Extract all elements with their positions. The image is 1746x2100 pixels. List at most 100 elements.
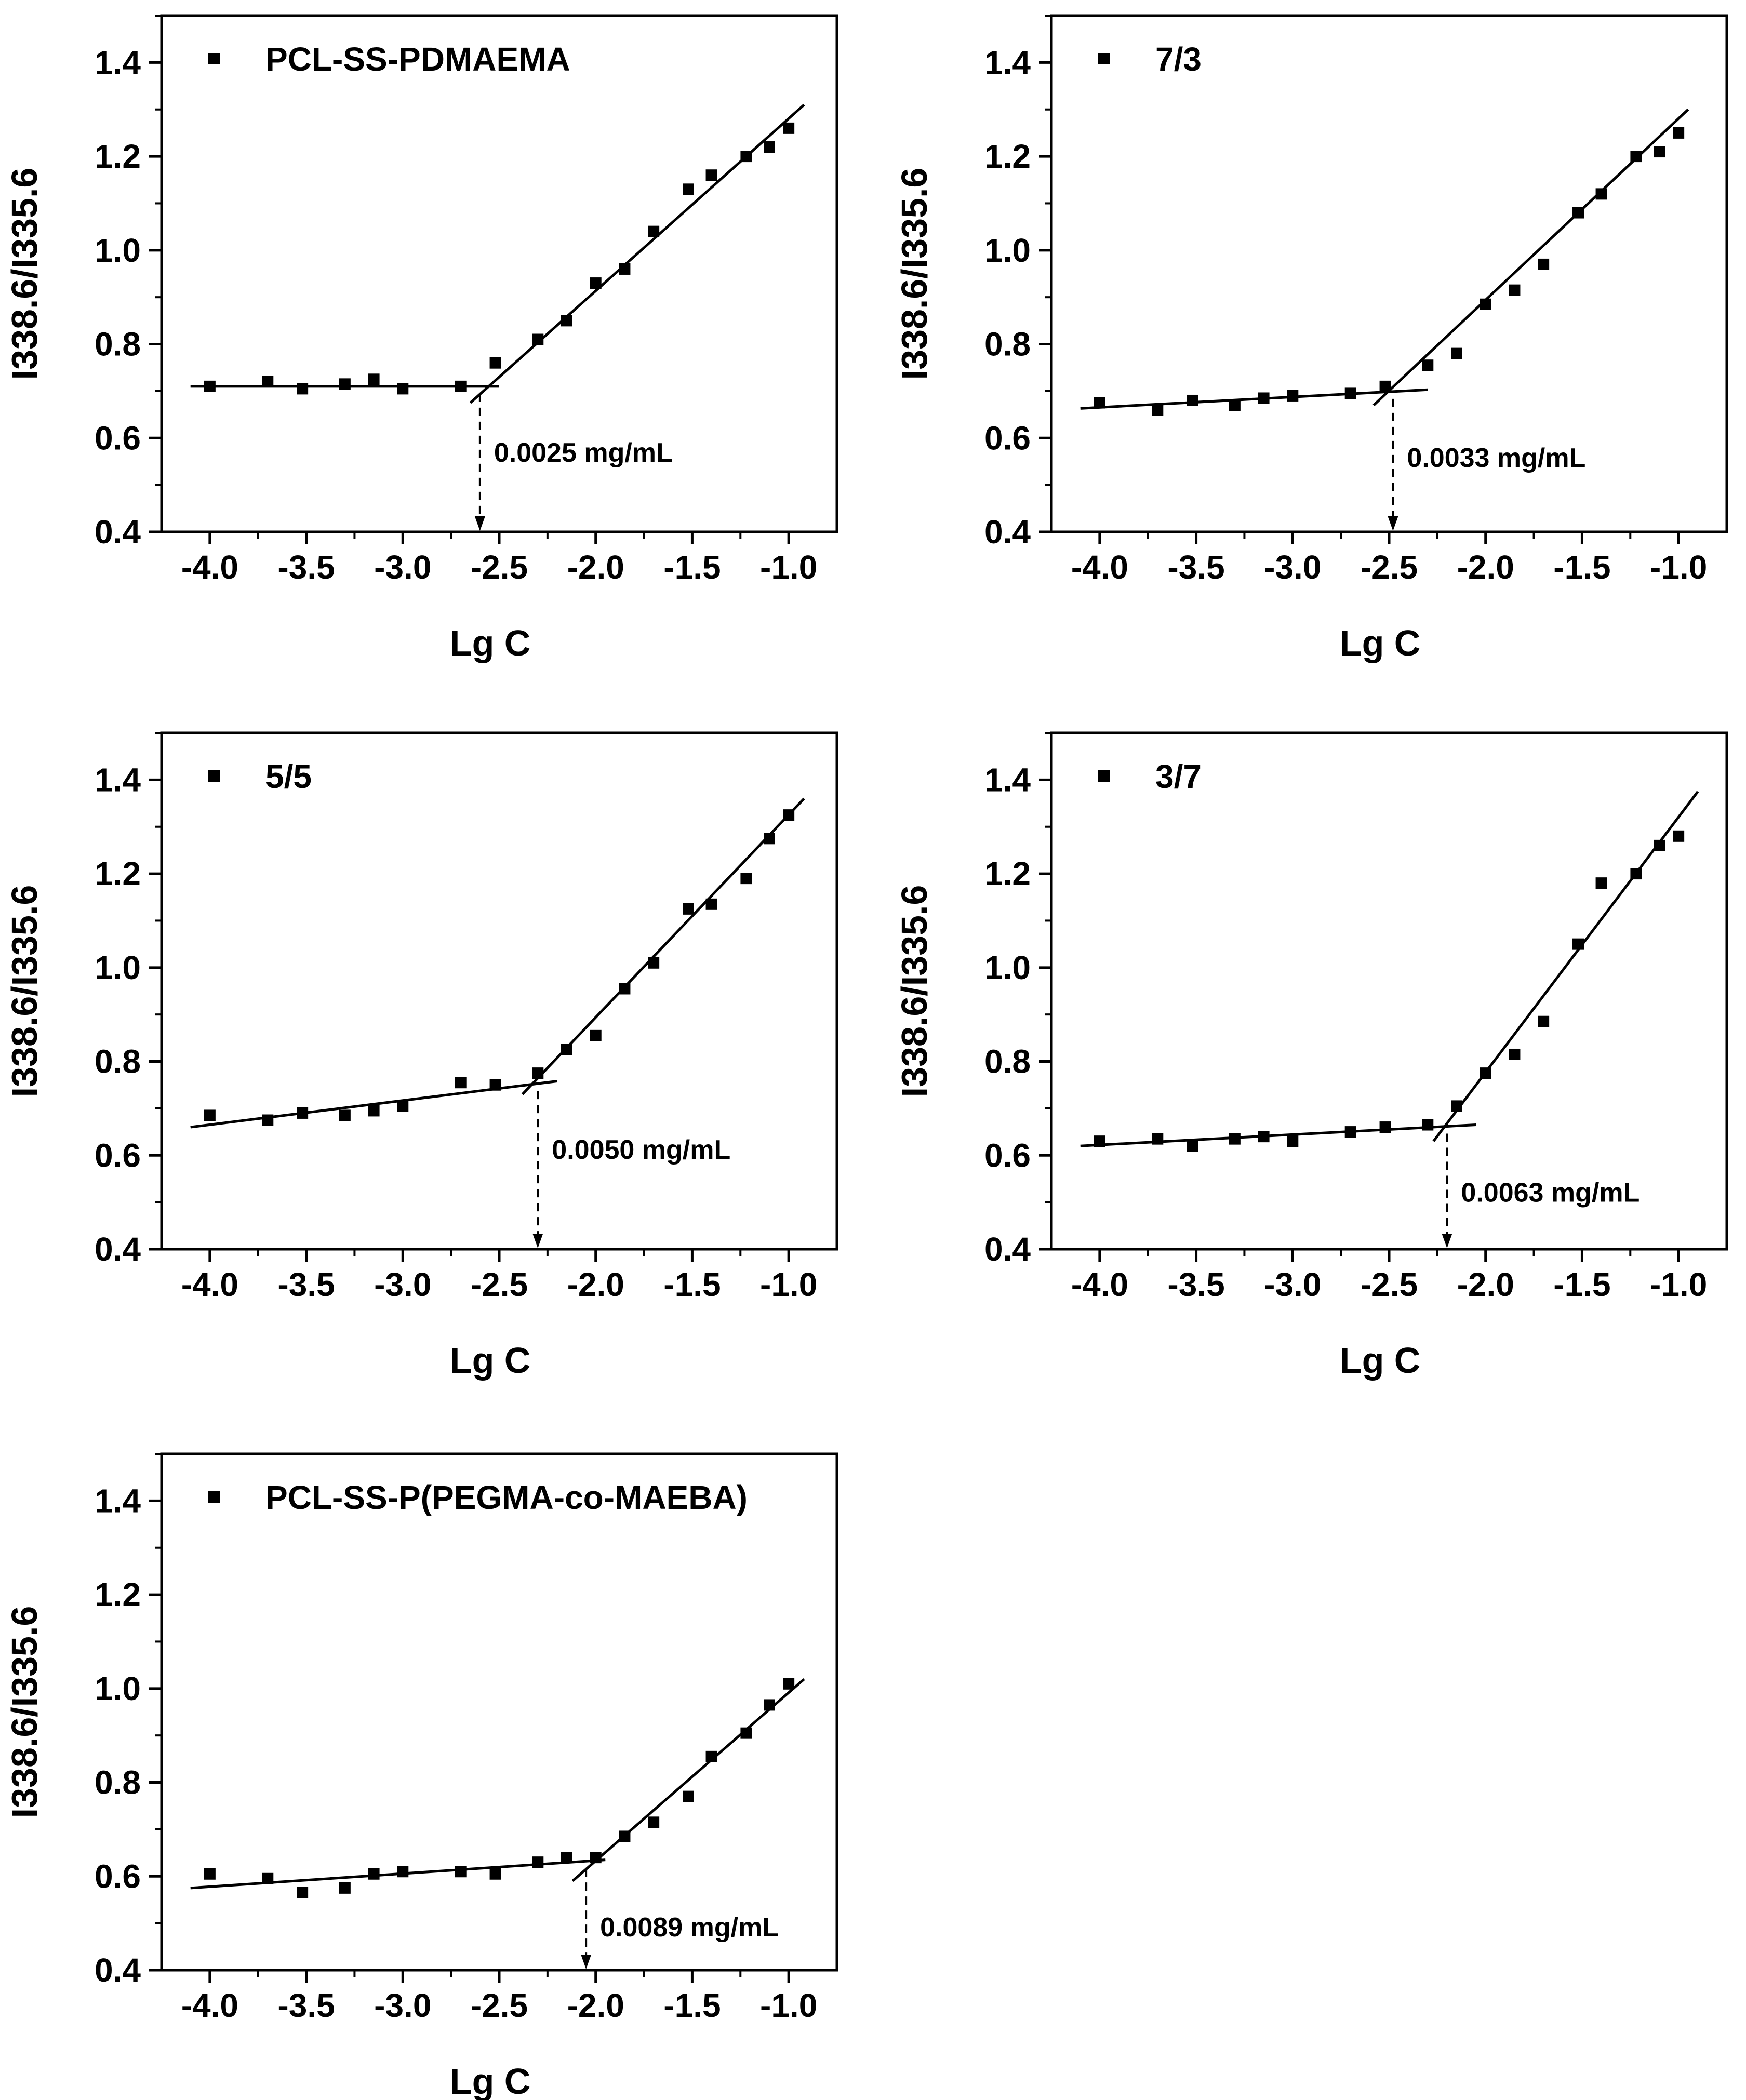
y-tick-label: 1.4 bbox=[95, 1482, 141, 1519]
data-point bbox=[619, 263, 631, 275]
y-axis-title: I338.6/I335.6 bbox=[4, 1606, 45, 1818]
data-point bbox=[1094, 1135, 1105, 1147]
data-point bbox=[1595, 188, 1607, 200]
data-point bbox=[764, 833, 775, 845]
x-axis-title-text: Lg C bbox=[450, 1340, 531, 1381]
data-point bbox=[297, 1887, 309, 1898]
data-point bbox=[1422, 359, 1434, 371]
cmc-arrowhead bbox=[532, 1234, 543, 1248]
data-point bbox=[1451, 1100, 1462, 1112]
data-point bbox=[1509, 284, 1521, 296]
y-tick-label: 0.8 bbox=[95, 1043, 141, 1080]
data-point bbox=[489, 1079, 501, 1091]
x-tick-label: -4.0 bbox=[1071, 1266, 1128, 1303]
data-point bbox=[204, 380, 216, 392]
data-point bbox=[561, 1852, 572, 1864]
x-tick-label: -1.0 bbox=[760, 1266, 817, 1303]
data-point bbox=[1673, 127, 1685, 139]
x-tick-label: -3.5 bbox=[277, 549, 335, 586]
data-point bbox=[397, 1100, 409, 1112]
cmc-annotation: 0.0025 mg/mL bbox=[494, 438, 673, 468]
data-point bbox=[397, 383, 409, 395]
data-point bbox=[1572, 207, 1584, 219]
x-tick-label: -3.0 bbox=[1264, 549, 1321, 586]
y-tick-label: 1.2 bbox=[984, 138, 1031, 175]
y-tick-label: 1.0 bbox=[95, 232, 141, 269]
y-tick-label: 1.0 bbox=[984, 232, 1031, 269]
fit-line bbox=[469, 103, 805, 404]
x-axis-title: Lg C bbox=[450, 2061, 531, 2100]
x-tick-label: -2.0 bbox=[1457, 1266, 1514, 1303]
data-point bbox=[1673, 830, 1685, 842]
y-tick-label: 1.0 bbox=[95, 949, 141, 986]
y-tick-label: 0.6 bbox=[95, 419, 141, 457]
fit-line bbox=[190, 1080, 557, 1129]
legend-marker bbox=[1098, 770, 1110, 782]
legend-marker bbox=[208, 770, 220, 782]
data-point bbox=[705, 1750, 717, 1762]
y-tick-label: 1.2 bbox=[95, 1576, 141, 1613]
x-tick-label: -3.0 bbox=[374, 1987, 431, 2024]
data-point bbox=[1538, 258, 1550, 270]
data-point bbox=[262, 1114, 274, 1126]
data-point bbox=[1229, 1133, 1241, 1145]
x-tick-label: -1.0 bbox=[1650, 549, 1707, 586]
data-point bbox=[648, 225, 660, 237]
y-tick-label: 1.2 bbox=[95, 855, 141, 892]
data-point bbox=[783, 809, 795, 821]
data-point bbox=[455, 380, 467, 392]
plot-frame bbox=[1050, 731, 1728, 1251]
x-tick-label: -3.0 bbox=[374, 1266, 431, 1303]
fit-line bbox=[571, 1678, 805, 1882]
data-point bbox=[740, 151, 752, 163]
data-point bbox=[455, 1866, 467, 1878]
data-point bbox=[339, 1109, 351, 1121]
y-tick-label: 1.4 bbox=[95, 44, 141, 81]
data-point bbox=[619, 1830, 631, 1842]
x-tick-label: -1.5 bbox=[663, 549, 721, 586]
y-tick-label: 1.0 bbox=[95, 1670, 141, 1707]
x-axis-title: Lg C bbox=[450, 1340, 531, 1381]
data-point bbox=[1480, 298, 1491, 310]
x-axis-title: Lg C bbox=[450, 623, 531, 663]
data-point bbox=[783, 1678, 795, 1690]
data-point bbox=[339, 378, 351, 390]
y-axis-title-text: I338.6/I335.6 bbox=[4, 168, 45, 380]
y-tick-label: 0.8 bbox=[984, 326, 1031, 363]
data-point bbox=[455, 1077, 467, 1089]
x-tick-label: -2.5 bbox=[471, 1987, 528, 2024]
data-point bbox=[1509, 1048, 1521, 1060]
data-point bbox=[683, 183, 694, 195]
data-point bbox=[740, 1727, 752, 1739]
data-point bbox=[561, 315, 572, 327]
data-point bbox=[1187, 1140, 1198, 1152]
data-point bbox=[1094, 397, 1105, 409]
data-point bbox=[561, 1044, 572, 1055]
data-point bbox=[532, 333, 544, 345]
data-point bbox=[532, 1856, 544, 1868]
chart-panel-pcl-ss-pdmaema: -4.0 -3.5 -3.0 -2.5 -2.0 -1.5 -1.0 0.4 0.6 0.8 1.0… bbox=[4, 14, 838, 663]
x-tick-label: -3.0 bbox=[374, 549, 431, 586]
y-axis-title: I338.6/I335.6 bbox=[4, 168, 45, 380]
y-tick-label: 0.8 bbox=[95, 1764, 141, 1801]
data-point bbox=[1538, 1015, 1550, 1027]
y-tick-label: 1.4 bbox=[984, 761, 1031, 798]
data-point bbox=[1152, 1133, 1164, 1145]
x-axis-title-text: Lg C bbox=[450, 2061, 531, 2100]
y-tick-label: 0.6 bbox=[95, 1136, 141, 1174]
cmc-arrowhead bbox=[474, 516, 485, 531]
data-point bbox=[1480, 1067, 1491, 1079]
data-point bbox=[590, 1029, 602, 1041]
data-point bbox=[1258, 1131, 1270, 1143]
x-tick-label: -1.5 bbox=[663, 1987, 721, 2024]
x-tick-label: -1.5 bbox=[1553, 549, 1610, 586]
data-point bbox=[489, 1868, 501, 1880]
x-tick-label: -2.5 bbox=[1361, 1266, 1418, 1303]
cmc-arrowhead bbox=[1442, 1234, 1452, 1248]
data-point bbox=[1287, 1135, 1299, 1147]
chart-panel-3-7: -4.0 -3.5 -3.0 -2.5 -2.0 -1.5 -1.0 0.4 0.6 0.8 1.0… bbox=[894, 731, 1728, 1381]
data-point bbox=[1630, 151, 1642, 163]
y-axis-title: I338.6/I335.6 bbox=[894, 885, 935, 1098]
data-point bbox=[648, 1816, 660, 1828]
data-point bbox=[1654, 146, 1665, 158]
